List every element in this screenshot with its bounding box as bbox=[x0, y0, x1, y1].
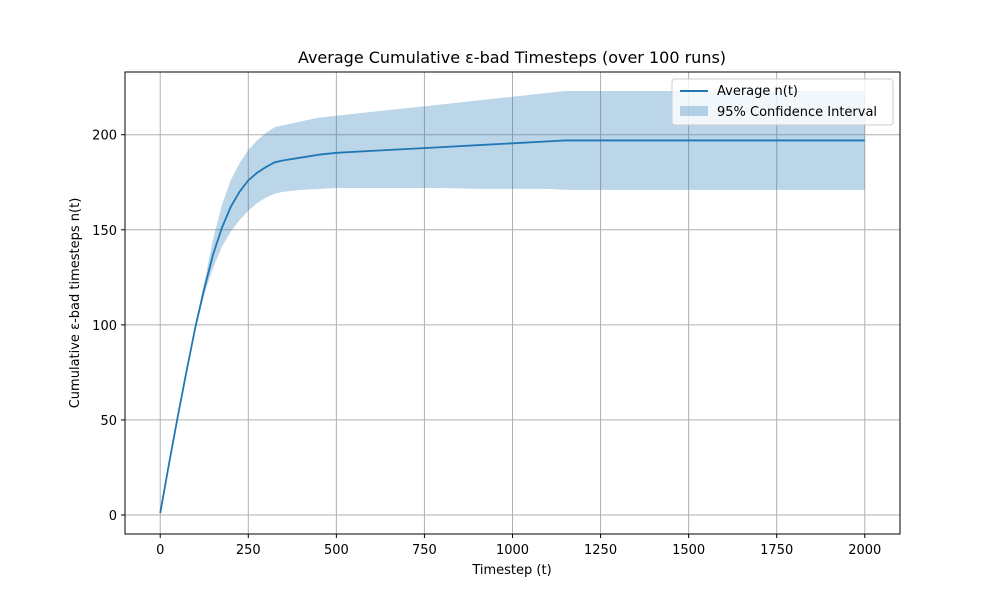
y-axis-label: Cumulative ε-bad timesteps n(t) bbox=[68, 198, 83, 409]
grid-lines bbox=[125, 72, 900, 534]
confidence-interval-band bbox=[160, 91, 865, 514]
y-tick-label: 150 bbox=[92, 224, 117, 239]
x-axis-ticks: 0 250 500 750 1000 1250 1500 1750 2000 bbox=[156, 534, 881, 558]
x-tick-label: 1250 bbox=[584, 543, 617, 558]
average-line-layer bbox=[159, 139, 865, 514]
legend-label-average: Average n(t) bbox=[717, 84, 798, 99]
x-tick-label: 500 bbox=[324, 543, 349, 558]
x-tick-label: 1750 bbox=[760, 543, 793, 558]
chart-title: Average Cumulative ε-bad Timesteps (over… bbox=[298, 48, 726, 67]
legend-label-confidence-interval: 95% Confidence Interval bbox=[717, 105, 877, 120]
x-axis-label: Timestep (t) bbox=[471, 563, 551, 578]
average-n-line bbox=[159, 139, 865, 514]
x-tick-label: 1500 bbox=[672, 543, 705, 558]
x-tick-label: 1000 bbox=[496, 543, 529, 558]
confidence-band-layer bbox=[160, 91, 865, 514]
y-tick-label: 100 bbox=[92, 319, 117, 334]
y-tick-label: 50 bbox=[100, 414, 117, 429]
x-tick-label: 2000 bbox=[848, 543, 881, 558]
y-tick-label: 200 bbox=[92, 129, 117, 144]
x-tick-label: 0 bbox=[156, 543, 164, 558]
legend: Average n(t) 95% Confidence Interval bbox=[671, 78, 894, 126]
y-axis-ticks: 0 50 100 150 200 bbox=[92, 129, 125, 524]
y-tick-label: 0 bbox=[109, 509, 117, 524]
x-tick-label: 250 bbox=[236, 543, 261, 558]
x-tick-label: 750 bbox=[412, 543, 437, 558]
legend-box bbox=[671, 78, 894, 126]
legend-band-swatch bbox=[680, 106, 708, 116]
